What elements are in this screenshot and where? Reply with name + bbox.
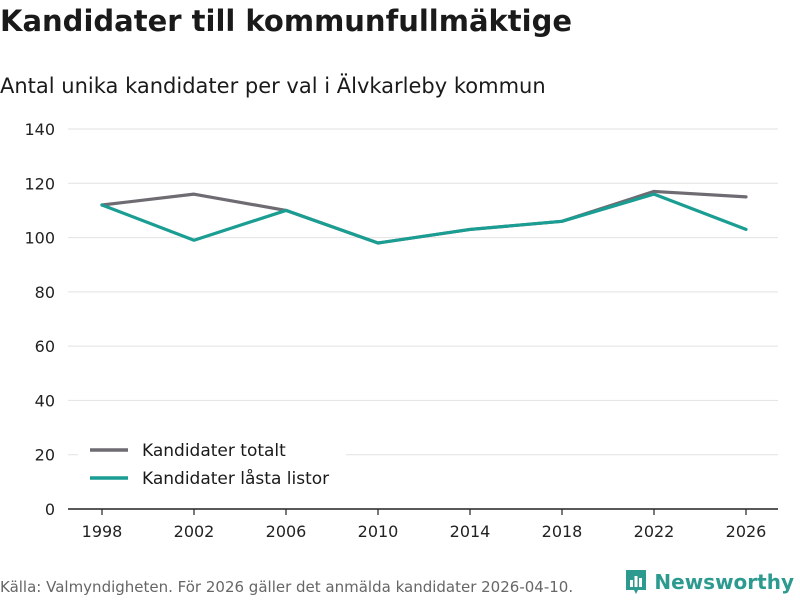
legend-background — [78, 432, 346, 496]
newsworthy-logo-icon — [626, 570, 647, 594]
legend: Kandidater totalt Kandidater låsta listor — [78, 432, 346, 496]
x-tick-label: 2018 — [542, 522, 583, 541]
y-tick-label: 0 — [45, 500, 55, 519]
y-tick-label: 80 — [35, 283, 55, 302]
axis-layer: 0 20 40 60 80 100 120 140 1998 2002 2006 2010 2014 20… — [24, 120, 778, 541]
x-tick-label: 2002 — [174, 522, 215, 541]
brand-logo: Newsworthy — [624, 568, 794, 596]
legend-label: Kandidater låsta listor — [142, 468, 329, 489]
chart-title: Kandidater till kommunfullmäktige — [0, 4, 573, 38]
x-tick-label: 2026 — [726, 522, 767, 541]
grid-layer — [68, 128, 778, 456]
y-tick-label: 100 — [24, 229, 55, 248]
y-tick-label: 20 — [35, 446, 55, 465]
x-tick-label: 1998 — [82, 522, 123, 541]
x-tick-label: 2022 — [634, 522, 675, 541]
brand-name: Newsworthy — [654, 570, 794, 594]
legend-label: Kandidater totalt — [142, 441, 286, 461]
y-tick-label: 120 — [24, 174, 55, 193]
y-tick-label: 40 — [35, 391, 55, 410]
source-note: Källa: Valmyndigheten. För 2026 gäller d… — [0, 578, 574, 596]
chart-subtitle: Antal unika kandidater per val i Älvkarl… — [0, 74, 546, 98]
x-tick-label: 2006 — [266, 522, 307, 541]
y-tick-label: 60 — [35, 337, 55, 356]
x-tick-label: 2010 — [358, 522, 399, 541]
x-tick-label: 2014 — [450, 522, 491, 541]
series-line-lasta-listor — [100, 192, 748, 245]
y-tick-label: 140 — [24, 120, 55, 139]
series-layer — [100, 189, 748, 245]
